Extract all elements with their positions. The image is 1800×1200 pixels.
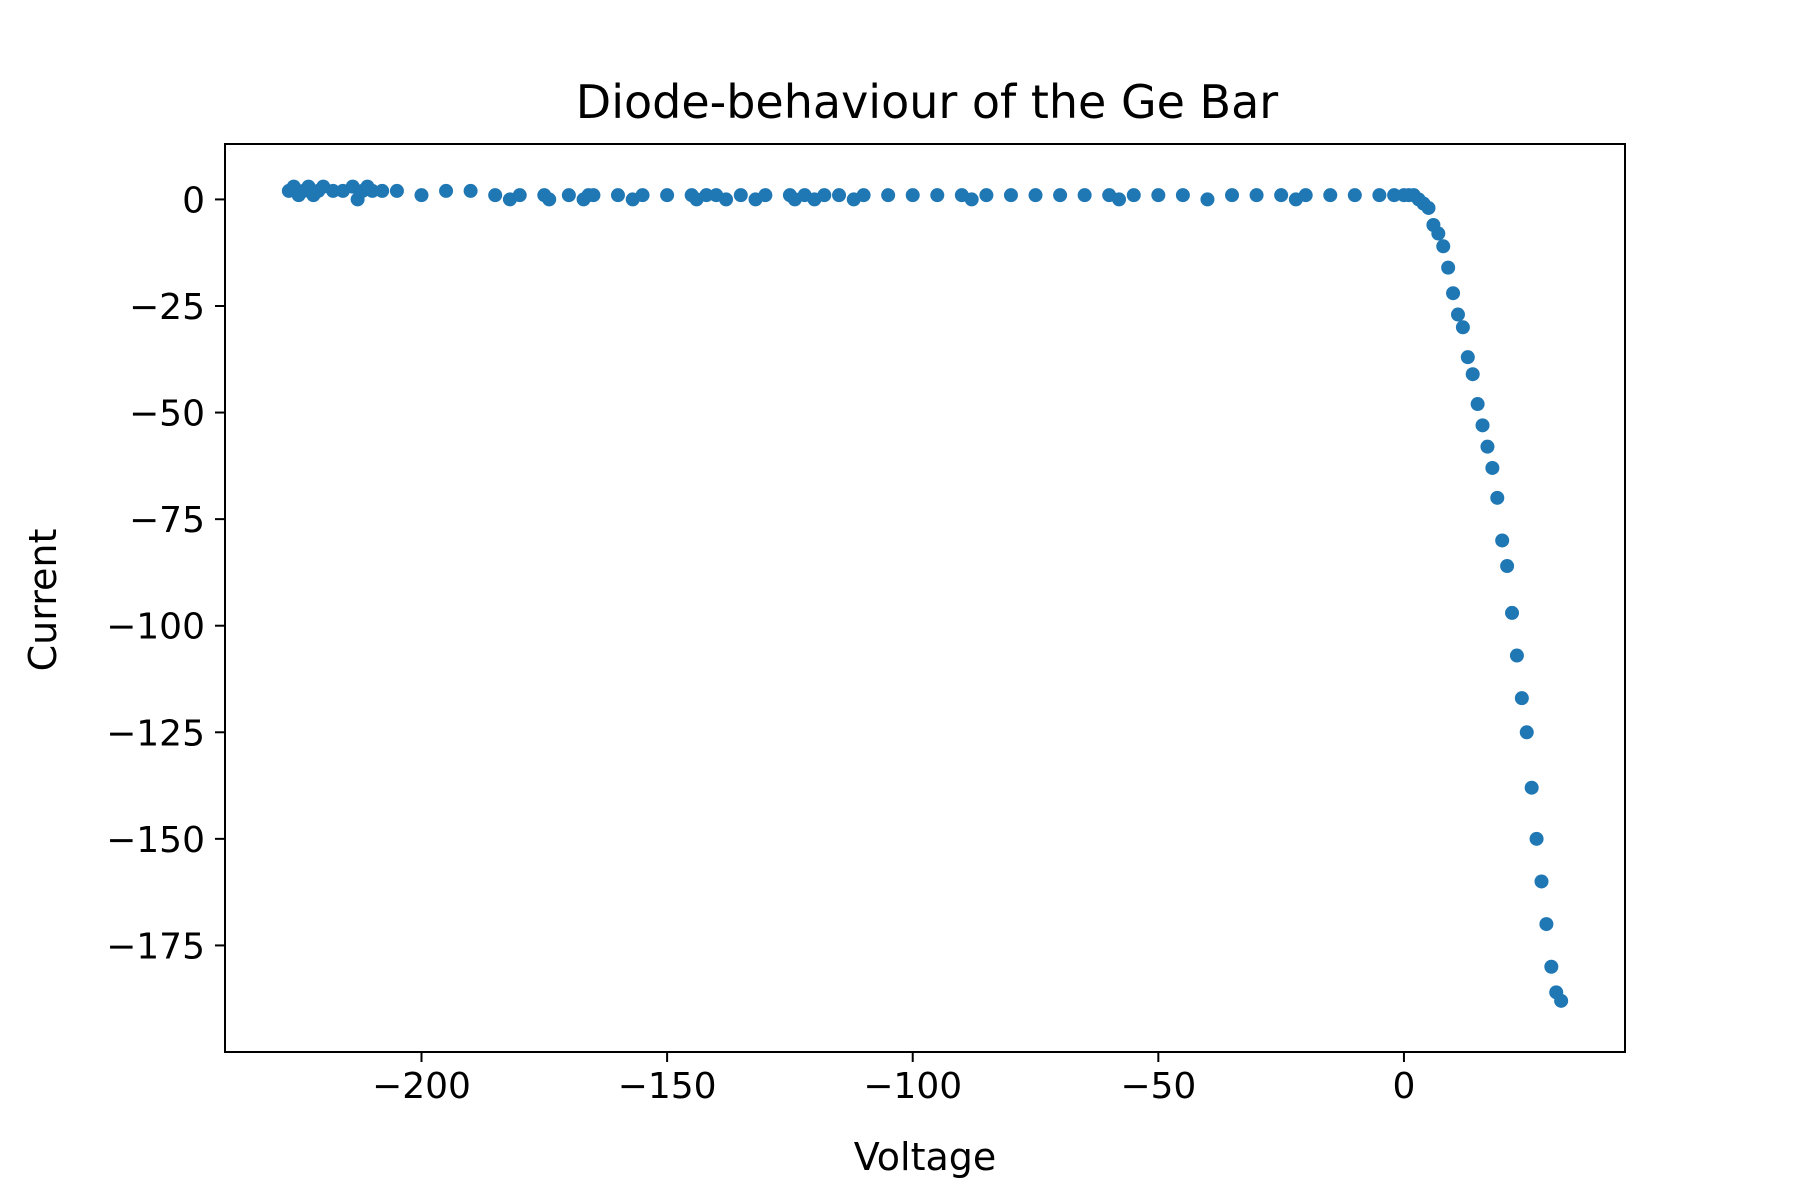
data-point xyxy=(1436,239,1451,254)
data-point xyxy=(905,188,920,203)
data-point xyxy=(1505,605,1520,620)
y-tick-label: −150 xyxy=(106,820,205,861)
data-point xyxy=(1544,959,1559,974)
data-point xyxy=(561,188,576,203)
y-axis: 0 −25 −50 −75 −100 −125 −150 −175 xyxy=(106,180,225,967)
data-point xyxy=(1446,286,1461,301)
data-point xyxy=(964,192,979,207)
data-point xyxy=(1529,831,1544,846)
x-tick-label: 0 xyxy=(1392,1066,1415,1107)
data-point xyxy=(1465,367,1480,382)
data-point xyxy=(1421,200,1436,215)
data-point xyxy=(1431,226,1446,241)
data-point xyxy=(758,188,773,203)
data-point xyxy=(1514,691,1529,706)
data-point xyxy=(1053,188,1068,203)
data-point xyxy=(1003,188,1018,203)
y-tick-label: −125 xyxy=(106,713,205,754)
data-point xyxy=(1475,418,1490,433)
data-point xyxy=(1495,533,1510,548)
data-point xyxy=(1455,320,1470,335)
data-point xyxy=(719,192,734,207)
data-point xyxy=(1274,188,1289,203)
x-tick-label: −200 xyxy=(372,1066,471,1107)
chart-title: Diode-behaviour of the Ge Bar xyxy=(576,75,1279,129)
data-point xyxy=(660,188,675,203)
data-point xyxy=(1151,188,1166,203)
data-point xyxy=(1554,993,1569,1008)
data-point xyxy=(1112,192,1127,207)
data-point xyxy=(856,188,871,203)
y-axis-label: Current xyxy=(21,529,65,672)
data-point xyxy=(1387,188,1402,203)
y-tick-label: −75 xyxy=(129,500,205,541)
data-point xyxy=(1200,192,1215,207)
data-point xyxy=(1470,397,1485,412)
data-point xyxy=(930,188,945,203)
data-point xyxy=(1249,188,1264,203)
data-point xyxy=(610,188,625,203)
data-point xyxy=(414,188,429,203)
data-point xyxy=(1126,188,1141,203)
data-point xyxy=(1500,559,1515,574)
data-point xyxy=(365,183,380,198)
x-tick-label: −50 xyxy=(1120,1066,1196,1107)
data-point xyxy=(1347,188,1362,203)
data-point xyxy=(979,188,994,203)
data-point xyxy=(1298,188,1313,203)
data-point xyxy=(1485,460,1500,475)
data-point xyxy=(1323,188,1338,203)
data-point xyxy=(512,188,527,203)
data-point xyxy=(1539,917,1554,932)
y-tick-label: 0 xyxy=(182,180,205,221)
data-point xyxy=(1450,307,1465,322)
data-point xyxy=(881,188,896,203)
data-point xyxy=(1524,780,1539,795)
data-point xyxy=(1077,188,1092,203)
data-point xyxy=(1441,260,1456,275)
data-point xyxy=(1490,490,1505,505)
y-tick-label: −50 xyxy=(129,394,205,435)
data-point xyxy=(817,188,832,203)
x-tick-label: −100 xyxy=(863,1066,962,1107)
data-point xyxy=(542,192,557,207)
data-point xyxy=(832,188,847,203)
data-point xyxy=(1175,188,1190,203)
data-point xyxy=(1225,188,1240,203)
data-point xyxy=(439,183,454,198)
data-point xyxy=(488,188,503,203)
x-axis-label: Voltage xyxy=(854,1135,997,1179)
data-point xyxy=(1509,648,1524,663)
data-point xyxy=(375,183,390,198)
data-point xyxy=(586,188,601,203)
data-point xyxy=(699,188,714,203)
x-axis: −200 −150 −100 −50 0 xyxy=(372,1052,1415,1107)
x-tick-label: −150 xyxy=(618,1066,717,1107)
data-point xyxy=(1480,439,1495,454)
data-point xyxy=(1028,188,1043,203)
data-point xyxy=(733,188,748,203)
data-point xyxy=(1460,350,1475,365)
y-tick-label: −175 xyxy=(106,926,205,967)
data-point xyxy=(463,183,478,198)
plot-frame xyxy=(224,143,1626,1053)
y-tick-label: −25 xyxy=(129,287,205,328)
data-point xyxy=(635,188,650,203)
data-points xyxy=(281,179,1569,1008)
data-point xyxy=(1519,725,1534,740)
data-point xyxy=(1372,188,1387,203)
data-point xyxy=(389,183,404,198)
y-tick-label: −100 xyxy=(106,607,205,648)
data-point xyxy=(1534,874,1549,889)
data-point xyxy=(326,183,341,198)
